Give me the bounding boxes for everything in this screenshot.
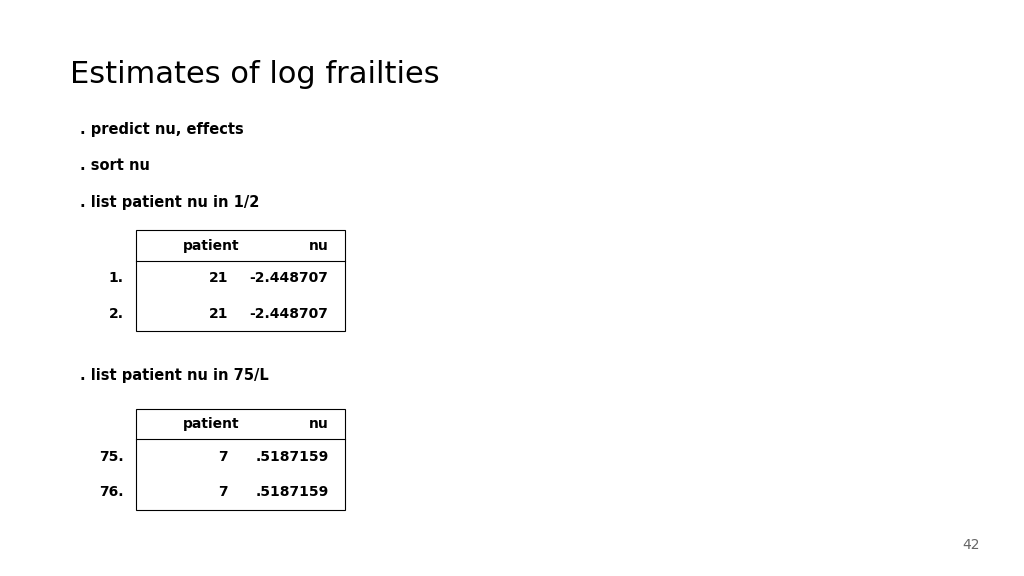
Text: . sort nu: . sort nu (80, 158, 150, 173)
Text: 76.: 76. (99, 485, 124, 499)
Text: 7: 7 (218, 485, 228, 499)
Text: -2.448707: -2.448707 (250, 306, 329, 321)
Text: 1.: 1. (109, 271, 124, 285)
Text: 21: 21 (209, 306, 228, 321)
Text: . list patient nu in 1/2: . list patient nu in 1/2 (80, 195, 259, 210)
Text: patient: patient (183, 238, 240, 252)
Text: 7: 7 (218, 450, 228, 464)
Text: .5187159: .5187159 (255, 450, 329, 464)
Text: . list patient nu in 75/L: . list patient nu in 75/L (80, 368, 268, 383)
Text: Estimates of log frailties: Estimates of log frailties (70, 60, 439, 89)
Text: .5187159: .5187159 (255, 485, 329, 499)
Text: 75.: 75. (99, 450, 124, 464)
Text: 21: 21 (209, 271, 228, 285)
Text: patient: patient (183, 417, 240, 431)
Text: nu: nu (308, 238, 329, 252)
Text: 42: 42 (963, 538, 980, 552)
Text: -2.448707: -2.448707 (250, 271, 329, 285)
Text: nu: nu (308, 417, 329, 431)
Text: 2.: 2. (109, 306, 124, 321)
Text: . predict nu, effects: . predict nu, effects (80, 122, 244, 137)
